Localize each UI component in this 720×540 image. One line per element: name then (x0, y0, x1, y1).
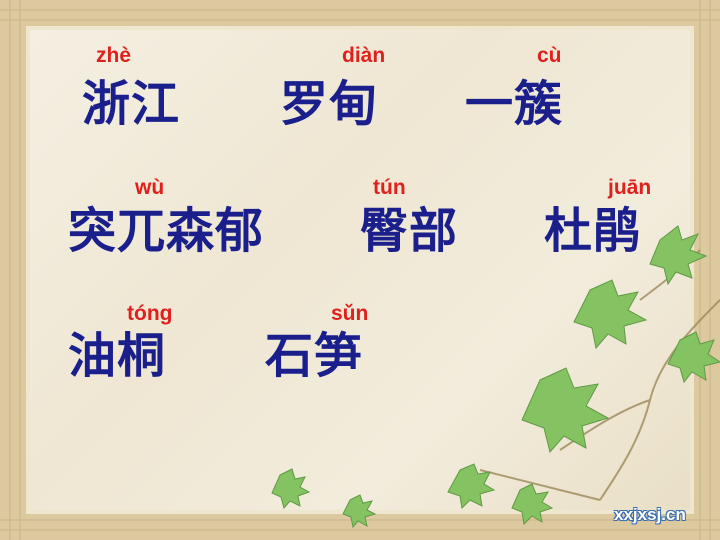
pinyin-juan: juān (608, 176, 652, 199)
word-tunbu: 臀部 (360, 203, 459, 259)
word-luodian: 罗甸 (280, 76, 379, 132)
ivy-leaf (667, 331, 720, 384)
ivy-leaf (573, 279, 648, 350)
word-shisun: 石笋 (265, 328, 364, 384)
word-yicu: 一簇 (465, 76, 564, 132)
pinyin-tun: tún (373, 176, 406, 199)
ivy-leaf (649, 225, 708, 286)
word-tuwusenyu: 突兀森郁 (68, 203, 265, 259)
ivy-leaf (342, 494, 377, 529)
pinyin-wu: wù (135, 176, 165, 199)
ivy-leaf (447, 463, 496, 510)
word-youtong: 油桐 (68, 328, 167, 384)
pinyin-tong: tóng (127, 302, 173, 325)
ivy-leaf (271, 468, 311, 510)
watermark: xxjxsj.cn (614, 505, 686, 524)
word-zhejiang: 浙江 (82, 76, 181, 132)
pinyin-zhe: zhè (96, 44, 132, 67)
ivy-leaf (521, 367, 610, 454)
word-dujuan: 杜鹃 (544, 203, 643, 259)
pinyin-cu: cù (537, 44, 562, 67)
pinyin-sun: sǔn (331, 302, 369, 325)
ivy-leaf (511, 483, 554, 526)
pinyin-dian: diàn (342, 44, 386, 67)
